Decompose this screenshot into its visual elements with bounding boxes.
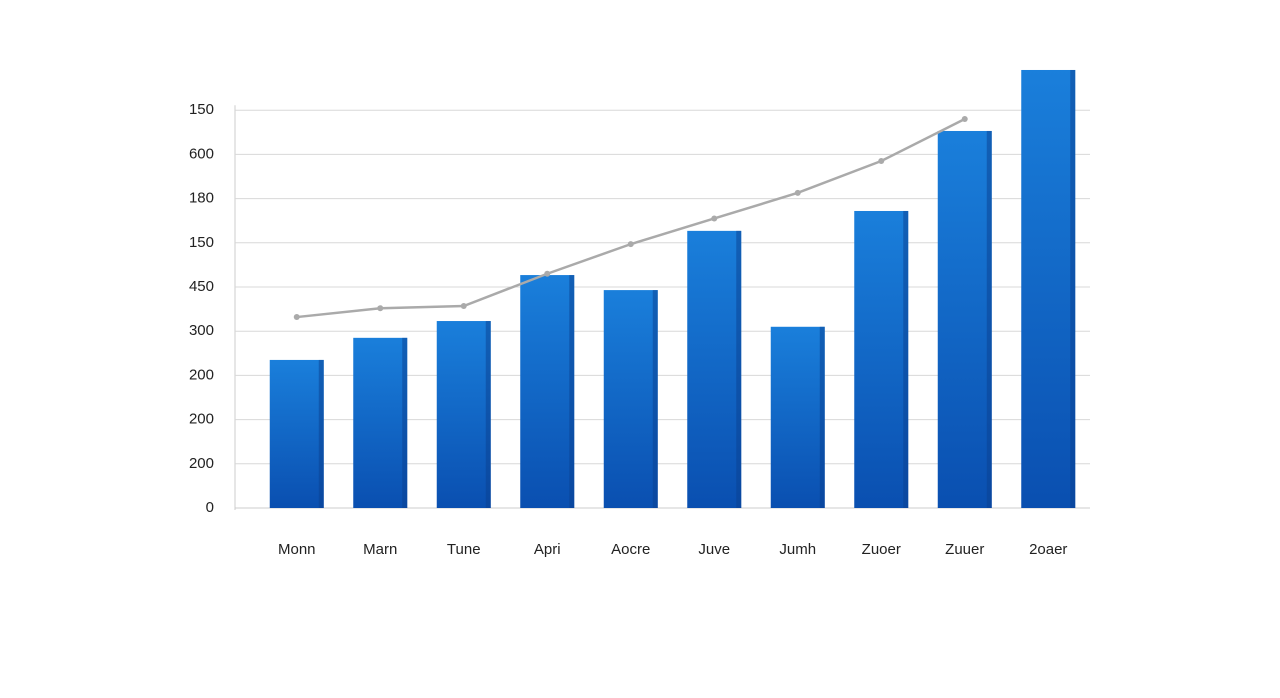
y-tick-label: 200 xyxy=(189,366,214,383)
bar xyxy=(770,326,825,508)
bar-side xyxy=(819,326,825,508)
bar xyxy=(687,230,742,508)
bar-side xyxy=(1070,69,1076,508)
line-point xyxy=(794,189,801,196)
x-tick-label: Juve xyxy=(698,541,730,558)
x-tick-label: Tune xyxy=(447,541,481,558)
x-tick-label: 2oaer xyxy=(1029,541,1067,558)
line-point xyxy=(711,215,718,222)
y-tick-label: 450 xyxy=(189,278,214,295)
bar xyxy=(854,210,909,508)
bar xyxy=(1021,69,1076,508)
y-tick-label: 180 xyxy=(189,190,214,207)
bar-side xyxy=(652,290,658,508)
bar-side xyxy=(986,130,992,508)
line-point xyxy=(878,158,885,165)
x-tick-label: Marn xyxy=(363,541,397,558)
y-tick-label: 600 xyxy=(189,145,214,162)
x-tick-label: Monn xyxy=(278,541,316,558)
line-point xyxy=(293,314,300,321)
bar xyxy=(937,130,992,508)
y-tick-label: 150 xyxy=(189,234,214,251)
bar xyxy=(269,359,324,508)
bar-side xyxy=(402,337,408,508)
bar xyxy=(520,275,575,508)
bar-side xyxy=(569,275,575,508)
bar-side xyxy=(903,210,909,508)
line-point xyxy=(460,303,467,310)
y-tick-label: 300 xyxy=(189,322,214,339)
x-tick-label: Jumh xyxy=(779,541,816,558)
bar xyxy=(353,337,408,508)
bar xyxy=(436,321,491,508)
line-point xyxy=(961,116,968,123)
y-tick-label: 200 xyxy=(189,411,214,428)
line-point xyxy=(377,305,384,312)
line-point xyxy=(627,241,634,248)
bar-side xyxy=(736,230,742,508)
bar xyxy=(603,290,658,508)
y-tick-label: 200 xyxy=(189,455,214,472)
x-tick-label: Zuuer xyxy=(945,541,984,558)
x-tick-label: Apri xyxy=(534,541,561,558)
y-tick-label: 150 xyxy=(189,101,214,118)
line-point xyxy=(544,270,551,277)
bar-side xyxy=(318,359,324,508)
bar-side xyxy=(485,321,491,508)
y-tick-label: 0 xyxy=(206,499,214,516)
x-tick-label: Zuoer xyxy=(862,541,901,558)
x-tick-label: Aocre xyxy=(611,541,650,558)
